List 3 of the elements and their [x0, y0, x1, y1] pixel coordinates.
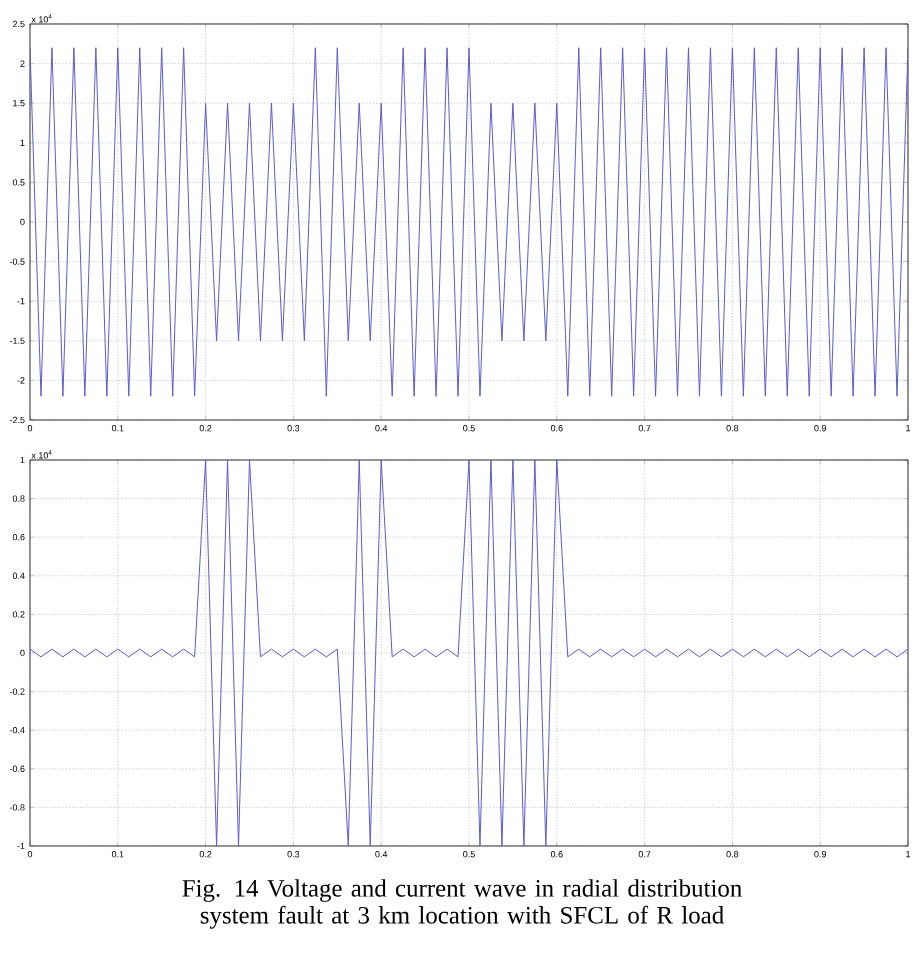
line-series: [30, 47, 908, 397]
caption: Fig. 14 Voltage and current wave in radial distribution system fault at 3 km location with SFCL of R load: [182, 879, 742, 929]
line-series: [30, 459, 908, 846]
